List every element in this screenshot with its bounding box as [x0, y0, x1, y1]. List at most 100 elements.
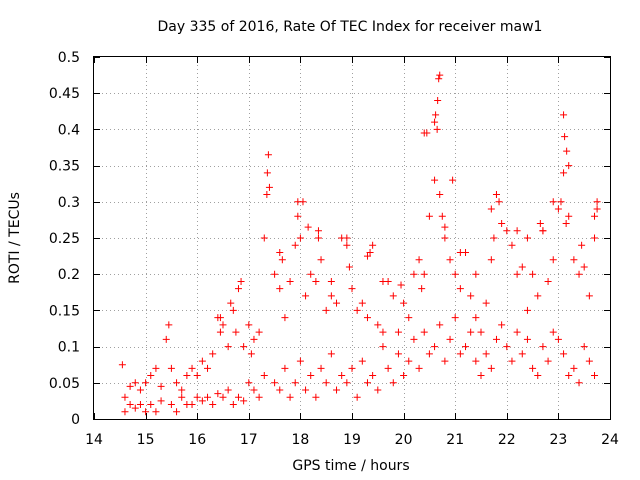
data-point [304, 223, 312, 231]
data-point [467, 328, 475, 336]
data-point [216, 328, 224, 336]
data-point [314, 227, 322, 235]
data-point [338, 372, 346, 380]
data-point [152, 364, 160, 372]
data-point [433, 125, 441, 133]
data-point [415, 364, 423, 372]
data-point [178, 386, 186, 394]
data-point [271, 270, 279, 278]
data-point [565, 212, 573, 220]
data-point [343, 234, 351, 242]
data-point [593, 205, 601, 213]
data-point [560, 350, 568, 358]
y-tick-label: 0.25 [49, 231, 80, 247]
data-point [400, 372, 408, 380]
data-point [281, 364, 289, 372]
data-point [472, 314, 480, 322]
x-tick-label: 20 [395, 432, 413, 448]
data-point [446, 256, 454, 264]
plot-frame [93, 56, 611, 420]
data-point [436, 71, 444, 79]
data-point [565, 372, 573, 380]
data-point [397, 281, 405, 289]
data-point [570, 364, 578, 372]
data-point [294, 198, 302, 206]
data-point [420, 270, 428, 278]
data-point [394, 328, 402, 336]
data-point [302, 292, 310, 300]
data-point [575, 270, 583, 278]
data-point [209, 350, 217, 358]
data-point [431, 118, 439, 126]
x-tick-label: 23 [549, 432, 567, 448]
data-point [379, 343, 387, 351]
data-point [312, 277, 320, 285]
data-point [570, 256, 578, 264]
data-point [477, 328, 485, 336]
x-tick-label: 19 [343, 432, 361, 448]
data-point [539, 343, 547, 351]
data-point [219, 393, 227, 401]
data-point [216, 314, 224, 322]
data-point [436, 191, 444, 199]
y-tick-label: 0.4 [58, 122, 80, 138]
data-point [348, 285, 356, 293]
data-point [560, 111, 568, 119]
data-point [436, 321, 444, 329]
data-point [389, 379, 397, 387]
data-point [503, 227, 511, 235]
data-point [250, 335, 258, 343]
data-point [585, 357, 593, 365]
data-point [369, 241, 377, 249]
data-point [477, 372, 485, 380]
y-tick-label: 0.05 [49, 376, 80, 392]
data-point [204, 364, 212, 372]
data-point [518, 350, 526, 358]
data-point [317, 256, 325, 264]
data-point [327, 292, 335, 300]
data-point [291, 379, 299, 387]
data-point [549, 256, 557, 264]
data-point [492, 191, 500, 199]
data-point [322, 379, 330, 387]
data-point [435, 75, 443, 83]
data-point [456, 350, 464, 358]
data-point [534, 372, 542, 380]
data-point [345, 263, 353, 271]
data-point [562, 220, 570, 228]
data-point [136, 386, 144, 394]
data-point [467, 292, 475, 300]
data-point [245, 321, 253, 329]
data-point [523, 234, 531, 242]
data-point [167, 401, 175, 409]
data-point [434, 96, 442, 104]
data-point [425, 212, 433, 220]
data-point [240, 397, 248, 405]
data-point [482, 350, 490, 358]
data-point [423, 129, 431, 137]
x-tick-label: 21 [446, 432, 464, 448]
data-point [264, 151, 272, 159]
data-point [418, 285, 426, 293]
data-point [560, 169, 568, 177]
data-point [276, 285, 284, 293]
data-point [578, 241, 586, 249]
data-point [333, 299, 341, 307]
data-point [121, 393, 129, 401]
data-point [147, 401, 155, 409]
data-point [126, 401, 134, 409]
data-point [173, 408, 181, 416]
data-point [472, 357, 480, 365]
data-point [348, 364, 356, 372]
data-point [147, 372, 155, 380]
x-tick-label: 24 [601, 432, 619, 448]
data-point [317, 364, 325, 372]
data-point [136, 401, 144, 409]
data-point [237, 277, 245, 285]
data-point [456, 248, 464, 256]
data-point [554, 205, 562, 213]
data-point [534, 292, 542, 300]
data-point [126, 382, 134, 390]
data-point [232, 328, 240, 336]
